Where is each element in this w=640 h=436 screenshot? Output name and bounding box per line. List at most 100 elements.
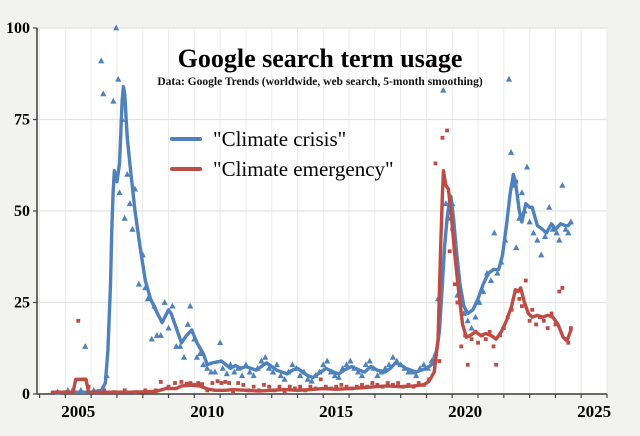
y-axis-tick-label: 25 <box>14 295 30 312</box>
data-point-climate-emergency-monthly-values-square-markers <box>517 296 522 301</box>
data-point-climate-crisis-monthly-values-triangle-markers <box>121 214 128 221</box>
data-point-climate-crisis-monthly-values-triangle-markers <box>200 361 207 368</box>
data-point-climate-emergency-monthly-values-square-markers <box>231 390 235 395</box>
data-point-climate-crisis-monthly-values-triangle-markers <box>420 361 427 368</box>
data-point-climate-crisis-monthly-values-triangle-markers <box>335 374 342 380</box>
data-point-climate-emergency-monthly-values-square-markers <box>476 340 480 345</box>
data-point-climate-crisis-monthly-values-triangle-markers <box>273 361 280 368</box>
x-axis-tick-label: 2010 <box>190 402 224 421</box>
data-point-climate-crisis-monthly-values-triangle-markers <box>193 354 201 360</box>
data-point-climate-crisis-monthly-values-triangle-markers <box>541 233 549 240</box>
data-point-climate-crisis-monthly-values-triangle-markers <box>115 75 122 82</box>
data-point-climate-crisis-monthly-values-triangle-markers <box>389 354 397 360</box>
data-point-climate-crisis-monthly-values-triangle-markers <box>331 372 338 379</box>
data-point-climate-emergency-monthly-values-square-markers <box>173 381 177 385</box>
data-point-climate-crisis-monthly-values-triangle-markers <box>184 321 191 327</box>
chart-subtitle: Data: Google Trends (worldwide, web sear… <box>157 76 483 88</box>
data-point-climate-emergency-monthly-values-square-markers <box>277 384 282 389</box>
data-point-climate-crisis-monthly-values-triangle-markers <box>523 163 531 170</box>
data-point-climate-emergency-monthly-values-square-markers <box>267 384 272 389</box>
data-point-climate-emergency-monthly-values-square-markers <box>483 337 488 341</box>
data-point-climate-crisis-monthly-values-triangle-markers <box>476 299 483 305</box>
data-point-climate-crisis-monthly-values-triangle-markers <box>219 364 226 371</box>
data-point-climate-crisis-monthly-values-triangle-markers <box>196 350 204 357</box>
data-point-climate-crisis-monthly-values-triangle-markers <box>289 361 296 368</box>
data-point-climate-emergency-monthly-values-square-markers <box>519 304 524 309</box>
data-point-climate-emergency-monthly-values-square-markers <box>262 382 266 387</box>
x-axis-tick-label: 2020 <box>448 402 482 421</box>
data-point-climate-crisis-monthly-values-triangle-markers <box>538 251 545 258</box>
data-point-climate-crisis-monthly-values-triangle-markers <box>281 375 288 382</box>
data-point-climate-emergency-monthly-values-square-markers <box>568 326 573 331</box>
data-point-climate-crisis-monthly-values-triangle-markers <box>472 313 479 320</box>
data-point-climate-crisis-monthly-values-triangle-markers <box>217 339 224 346</box>
data-point-climate-emergency-monthly-values-square-markers <box>241 382 246 387</box>
data-point-climate-crisis-monthly-values-triangle-markers <box>355 368 362 375</box>
data-point-climate-emergency-monthly-values-square-markers <box>318 377 323 382</box>
legend-label-climate-emergency: "Climate emergency" <box>213 156 394 181</box>
data-point-climate-emergency-monthly-values-square-markers <box>282 390 287 395</box>
data-point-climate-emergency-monthly-values-square-markers <box>445 128 449 133</box>
data-point-climate-crisis-monthly-values-triangle-markers <box>343 361 350 368</box>
data-point-climate-crisis-monthly-values-triangle-markers <box>82 343 89 349</box>
data-point-climate-crisis-monthly-values-triangle-markers <box>204 364 211 371</box>
data-point-climate-emergency-monthly-values-square-markers <box>447 249 452 254</box>
data-point-climate-emergency-monthly-values-square-markers <box>227 381 232 385</box>
data-point-climate-emergency-monthly-values-square-markers <box>158 380 163 384</box>
data-point-climate-emergency-monthly-values-square-markers <box>545 326 550 331</box>
data-point-climate-emergency-monthly-values-square-markers <box>396 381 400 385</box>
data-point-climate-emergency-monthly-values-square-markers <box>287 384 292 389</box>
data-point-climate-crisis-monthly-values-triangle-markers <box>223 370 230 377</box>
data-point-climate-crisis-monthly-values-triangle-markers <box>277 372 284 379</box>
legend-item-climate-crisis: "Climate crisis" <box>170 124 394 154</box>
data-point-climate-emergency-monthly-values-square-markers <box>308 384 313 389</box>
data-point-climate-crisis-monthly-values-triangle-markers <box>494 269 501 276</box>
data-point-climate-crisis-monthly-values-triangle-markers <box>129 225 136 232</box>
data-point-climate-crisis-monthly-values-triangle-markers <box>135 280 142 287</box>
data-point-climate-emergency-monthly-values-square-markers <box>566 340 571 345</box>
data-point-climate-emergency-monthly-values-square-markers <box>223 380 228 384</box>
data-point-climate-emergency-monthly-values-square-markers <box>370 381 375 385</box>
data-point-climate-crisis-monthly-values-triangle-markers <box>165 324 172 331</box>
data-point-climate-emergency-monthly-values-square-markers <box>215 379 220 384</box>
data-point-climate-crisis-monthly-values-triangle-markers <box>296 372 304 379</box>
data-point-climate-emergency-monthly-values-square-markers <box>385 381 390 385</box>
data-point-climate-emergency-monthly-values-square-markers <box>102 388 106 393</box>
data-point-climate-crisis-monthly-values-triangle-markers <box>238 372 246 379</box>
data-point-climate-emergency-monthly-values-square-markers <box>323 384 328 389</box>
data-point-climate-crisis-monthly-values-triangle-markers <box>124 171 131 177</box>
x-axis-tick-label: 2025 <box>577 402 611 421</box>
data-point-climate-crisis-monthly-values-triangle-markers <box>169 302 176 309</box>
data-point-climate-crisis-monthly-values-triangle-markers <box>534 236 541 243</box>
data-point-climate-crisis-monthly-values-triangle-markers <box>507 149 515 155</box>
data-point-climate-crisis-monthly-values-triangle-markers <box>553 229 560 236</box>
data-point-climate-emergency-monthly-values-square-markers <box>523 278 528 283</box>
data-point-climate-emergency-monthly-values-square-markers <box>560 285 565 290</box>
data-point-climate-emergency-monthly-values-square-markers <box>433 161 438 166</box>
data-point-climate-emergency-monthly-values-square-markers <box>334 384 339 389</box>
data-point-climate-crisis-monthly-values-triangle-markers <box>513 244 520 250</box>
data-point-climate-emergency-monthly-values-square-markers <box>530 307 535 312</box>
data-point-climate-crisis-monthly-values-triangle-markers <box>98 57 105 64</box>
y-axis-tick-label: 100 <box>6 20 30 37</box>
data-point-climate-crisis-monthly-values-triangle-markers <box>556 236 563 243</box>
data-point-climate-crisis-monthly-values-triangle-markers <box>269 368 277 375</box>
data-point-climate-crisis-monthly-values-triangle-markers <box>250 372 257 379</box>
data-point-climate-crisis-monthly-values-triangle-markers <box>487 277 495 283</box>
data-point-climate-crisis-monthly-values-triangle-markers <box>518 189 525 196</box>
data-point-climate-crisis-monthly-values-triangle-markers <box>266 364 273 371</box>
series-line-climate-crisis-smoothed-line <box>50 84 573 394</box>
data-point-climate-emergency-monthly-values-square-markers <box>210 381 215 385</box>
data-point-climate-crisis-monthly-values-triangle-markers <box>347 357 354 364</box>
data-point-climate-crisis-monthly-values-triangle-markers <box>358 372 366 379</box>
data-point-climate-crisis-monthly-values-triangle-markers <box>530 229 537 236</box>
data-point-climate-crisis-monthly-values-triangle-markers <box>148 335 155 342</box>
data-point-climate-emergency-monthly-values-square-markers <box>440 135 445 140</box>
data-point-climate-emergency-monthly-values-square-markers <box>166 384 171 389</box>
data-point-climate-crisis-monthly-values-triangle-markers <box>491 229 498 236</box>
y-axis-tick-label: 0 <box>22 386 30 403</box>
data-point-climate-crisis-monthly-values-triangle-markers <box>113 24 120 31</box>
data-point-climate-crisis-monthly-values-triangle-markers <box>464 317 471 324</box>
